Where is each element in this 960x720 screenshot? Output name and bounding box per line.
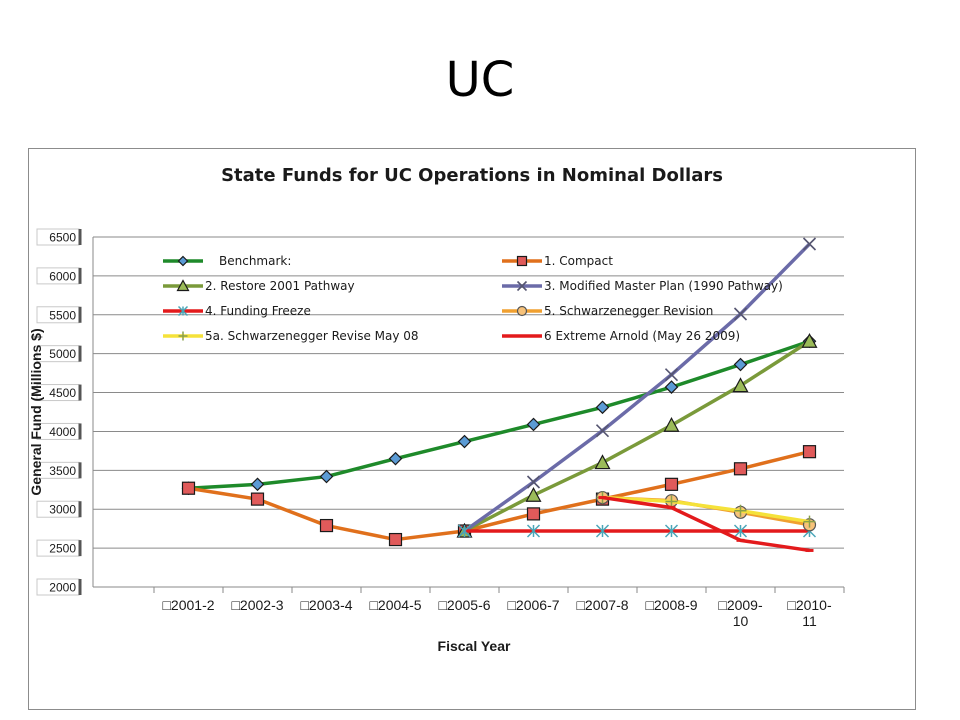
point [663,416,680,432]
point [319,469,334,484]
point [388,532,403,547]
point [733,307,748,321]
y-tick-label: 4000 [49,425,76,439]
legend-label: 1. Compact [544,254,613,268]
legend-item: 1. Compact [502,254,613,268]
point [516,255,528,267]
y-tick-label: 6000 [49,269,76,283]
point [595,424,610,438]
x-tick-label: □2001-2 [162,597,214,613]
legend-label: Benchmark: [219,254,291,268]
point [595,400,610,415]
point [805,548,814,552]
point [457,434,472,449]
point [250,492,265,506]
x-tick-label: □2002-3 [231,597,283,613]
chart-frame: State Funds for UC Operations in Nominal… [28,148,916,710]
point [802,237,817,251]
x-axis-title: Fiscal Year [438,638,511,654]
x-tick-label: □2004-5 [369,597,421,613]
point [525,486,542,502]
point [518,334,526,338]
chart-title: State Funds for UC Operations in Nominal… [221,165,723,186]
legend-label: 5a. Schwarzenegger Revise May 08 [205,329,419,343]
y-tick-label: 2000 [49,581,76,595]
y-tick-label: 3000 [49,503,76,517]
x-tick-label: □2008-9 [645,597,697,613]
point [736,538,745,542]
point [388,451,403,466]
legend-item: 5. Schwarzenegger Revision [502,304,713,318]
point [733,462,748,476]
y-tick-label: 3500 [49,464,76,478]
legend-item: 5a. Schwarzenegger Revise May 08 [163,329,419,343]
point [595,524,610,538]
series-line [188,449,810,542]
point [664,368,679,382]
x-tick-label: □2010-11 [787,597,832,629]
x-tick-label: □2009-10 [718,597,763,629]
legend-item: 3. Modified Master Plan (1990 Pathway) [502,279,783,293]
point [250,477,265,492]
point [457,524,472,538]
series-line [188,339,811,490]
point [177,305,189,317]
point [516,305,528,317]
point [594,454,611,470]
x-tick-label: □2007-8 [576,597,628,613]
point [177,255,189,267]
series-3 [456,332,818,538]
legend-label: 3. Modified Master Plan (1990 Pathway) [544,279,783,293]
point [526,524,541,538]
line-chart: State Funds for UC Operations in Nominal… [29,165,845,654]
point [734,504,747,517]
series-5 [457,524,817,538]
point [178,331,188,341]
y-tick-label: 4500 [49,386,76,400]
legend: Benchmark: 1. Compact 2. Restore 2001 Path… [163,254,783,343]
point [667,506,676,510]
point [598,496,607,500]
series-8 [598,495,814,553]
y-tick-label: 5500 [49,308,76,322]
legend-label: 2. Restore 2001 Pathway [205,279,355,293]
legend-item: 4. Funding Freeze [163,304,311,318]
point [181,481,196,495]
x-tick-label: □2005-6 [438,597,490,613]
x-tick-label: □2006-7 [507,597,559,613]
y-tick-label: 2500 [49,542,76,556]
point [526,417,541,432]
legend-item: 2. Restore 2001 Pathway [163,279,355,293]
point [802,445,817,459]
series-line [602,495,810,524]
legend-label: 6 Extreme Arnold (May 26 2009) [544,329,740,343]
legend-label: 5. Schwarzenegger Revision [544,304,713,318]
legend-item: 6 Extreme Arnold (May 26 2009) [502,329,740,343]
series-line [463,242,811,533]
point [664,524,679,538]
point [526,475,541,489]
x-tick-label: □2003-4 [300,597,352,613]
legend-item: Benchmark: [163,254,291,268]
point [664,380,679,394]
y-tick-label: 5000 [49,347,76,361]
point [732,377,749,393]
point [733,357,748,372]
point [176,279,190,292]
point [526,507,541,521]
point [733,524,748,538]
series-line [602,495,810,553]
legend-label: 4. Funding Freeze [205,304,311,318]
slide-title: UC [445,52,515,108]
point [665,495,678,508]
point [803,515,816,528]
y-tick-label: 6500 [49,231,76,245]
point [664,477,679,491]
y-axis-title: General Fund (Millions $) [29,328,44,495]
point [801,332,818,348]
point [319,518,334,533]
point [516,280,528,292]
series-line [463,339,811,533]
